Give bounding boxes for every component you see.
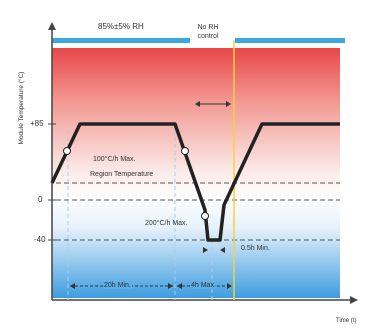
tick-label-minus40: -40 — [34, 235, 46, 244]
dwell-arrow-right — [220, 247, 225, 253]
ramp-low-label: 200°C/h Max. — [145, 220, 188, 227]
ramp-marker-low — [201, 212, 209, 220]
hold-20h-label: 20h Min. — [103, 282, 132, 289]
x-axis-arrow — [350, 296, 358, 304]
x-axis-label: Time (t) — [336, 318, 357, 324]
ramp-high-label: 100°C/h Max. — [93, 156, 136, 163]
hold-20h-arrow-right — [168, 283, 173, 289]
dwell-arrow-left — [203, 247, 208, 253]
tick-label-85: +85 — [30, 119, 44, 128]
humidity-bar-right — [235, 38, 345, 43]
no-rh-arrow-right — [226, 101, 231, 107]
hold-4h-label: 4h Max. — [190, 282, 217, 289]
y-axis-arrow — [48, 22, 56, 30]
ramp-marker-left — [63, 147, 71, 155]
tick-label-0: 0 — [38, 195, 43, 204]
temperature-gradient-background — [52, 48, 340, 298]
hold-20h-arrow-left — [70, 283, 75, 289]
humidity-label: 85%±5% RH — [98, 22, 144, 31]
ramp-marker-right — [181, 147, 189, 155]
temperature-profile-line — [50, 122, 340, 242]
no-rh-arrow-left — [195, 101, 200, 107]
no-rh-label: No RH control — [197, 24, 219, 40]
dwell-label: 0.5h Min. — [241, 245, 270, 252]
region-temperature-label: Region Temperature — [90, 171, 154, 178]
humidity-bar-left — [52, 38, 190, 43]
hold-4h-arrow-right — [227, 283, 232, 289]
y-axis-label: Module Temperature (°C) — [17, 72, 25, 145]
hold-4h-arrow-left — [177, 283, 182, 289]
